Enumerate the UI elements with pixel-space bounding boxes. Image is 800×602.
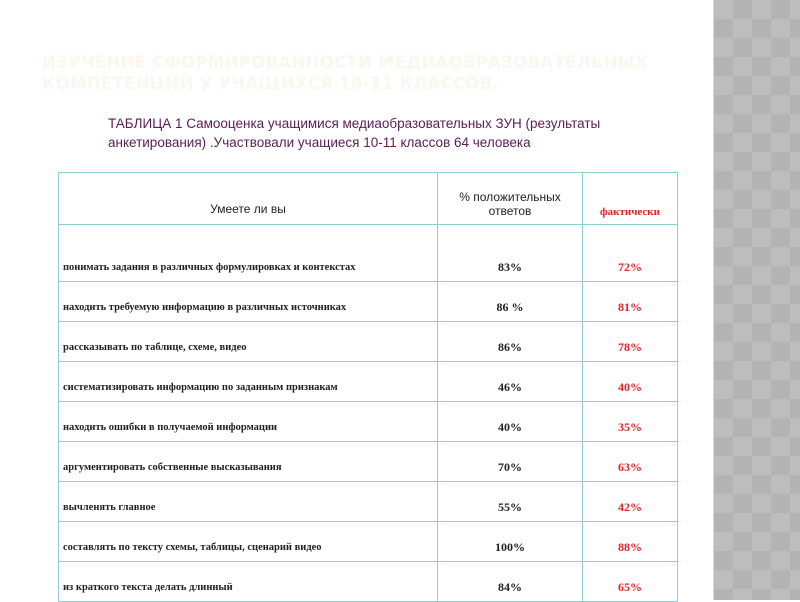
header-actual: фактически bbox=[582, 172, 678, 225]
skill-cell: находить ошибки в получаемой информации bbox=[58, 401, 438, 442]
table-row: систематизировать информацию по заданным… bbox=[58, 361, 678, 402]
table-row: находить требуемую информацию в различны… bbox=[58, 281, 678, 322]
skill-cell: находить требуемую информацию в различны… bbox=[58, 281, 438, 322]
skill-cell: рассказывать по таблице, схеме, видео bbox=[58, 321, 438, 362]
table-row: составлять по тексту схемы, таблицы, сце… bbox=[58, 521, 678, 562]
table-row: вычленять главное 55% 42% bbox=[58, 481, 678, 522]
skill-cell: вычленять главное bbox=[58, 481, 438, 522]
table-row: рассказывать по таблице, схеме, видео 86%… bbox=[58, 321, 678, 362]
decorative-side-panel bbox=[713, 0, 800, 600]
positive-cell: 55% bbox=[437, 481, 583, 522]
actual-cell: 40% bbox=[582, 361, 678, 402]
positive-cell: 86 % bbox=[437, 281, 583, 322]
actual-cell: 72% bbox=[582, 224, 678, 282]
skill-cell: составлять по тексту схемы, таблицы, сце… bbox=[58, 521, 438, 562]
skill-cell: аргументировать собственные высказывания bbox=[58, 441, 438, 482]
positive-cell: 40% bbox=[437, 401, 583, 442]
positive-cell: 100% bbox=[437, 521, 583, 562]
actual-cell: 88% bbox=[582, 521, 678, 562]
actual-cell: 78% bbox=[582, 321, 678, 362]
positive-cell: 46% bbox=[437, 361, 583, 402]
header-skill: Умеете ли вы bbox=[58, 172, 438, 225]
actual-cell: 42% bbox=[582, 481, 678, 522]
positive-cell: 84% bbox=[437, 561, 583, 602]
table-row: из краткого текста делать длинный 84% 65% bbox=[58, 561, 678, 602]
skill-cell: понимать задания в различных формулировк… bbox=[58, 224, 438, 282]
skill-cell: систематизировать информацию по заданным… bbox=[58, 361, 438, 402]
actual-cell: 81% bbox=[582, 281, 678, 322]
self-assessment-table: Умеете ли вы % положительных ответов фак… bbox=[58, 172, 678, 602]
header-positive: % положительных ответов bbox=[437, 172, 583, 225]
positive-cell: 86% bbox=[437, 321, 583, 362]
actual-cell: 35% bbox=[582, 401, 678, 442]
positive-cell: 70% bbox=[437, 441, 583, 482]
actual-cell: 65% bbox=[582, 561, 678, 602]
table-row: аргументировать собственные высказывания… bbox=[58, 441, 678, 482]
skill-cell: из краткого текста делать длинный bbox=[58, 561, 438, 602]
table-row: понимать задания в различных формулировк… bbox=[58, 224, 678, 282]
actual-cell: 63% bbox=[582, 441, 678, 482]
table-row: находить ошибки в получаемой информации 4… bbox=[58, 401, 678, 442]
table-caption: ТАБЛИЦА 1 Самооценка учащимися медиаобра… bbox=[108, 116, 601, 150]
slide-title: ИЗУЧЕНИЕ СФОРМИРОВАННОСТИ МЕДИАОБРАЗОВАТ… bbox=[42, 53, 649, 93]
positive-cell: 83% bbox=[437, 224, 583, 282]
